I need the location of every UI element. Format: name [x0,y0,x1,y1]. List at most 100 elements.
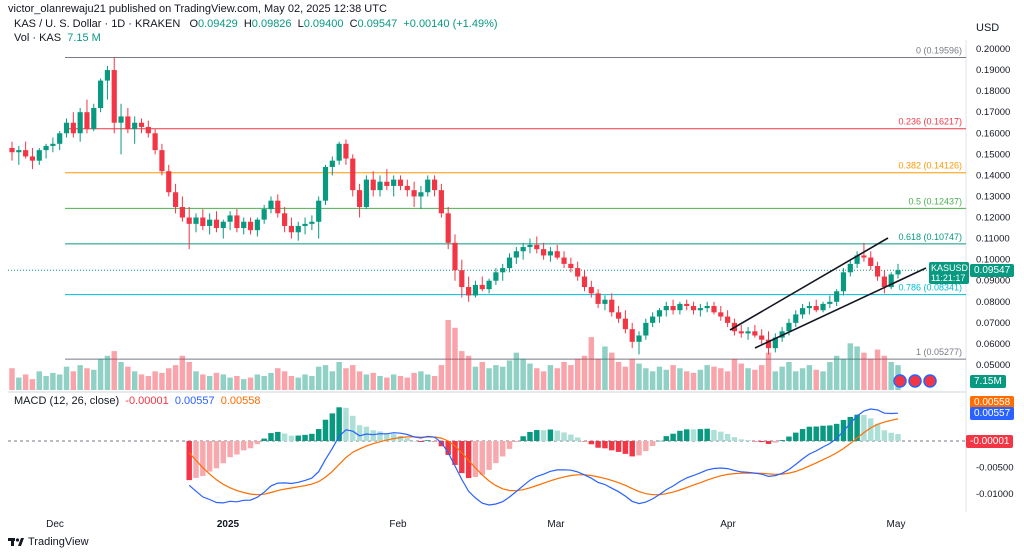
time-tick-label: Dec [46,519,64,530]
macd-histogram-bar [227,441,233,458]
candle-body [111,70,117,123]
high-label: H [243,18,252,30]
candle-body [541,249,547,256]
macd-histogram-bar [506,441,513,449]
candle-body [895,270,901,275]
volume-bar [595,358,601,390]
macd-tick-label: -0.01000 [976,489,1014,500]
candle-body [479,284,485,290]
volume-bar [683,371,690,390]
candle-body [650,316,656,323]
volume-bar [793,371,799,390]
candle-body [104,70,111,81]
macd-histogram-bar [752,441,758,442]
macd-line-value: 0.00557 [174,395,215,407]
macd-histogram-bar [459,441,465,474]
tradingview-footer[interactable]: TradingView [8,536,89,548]
candle-body [697,308,703,311]
volume-bar [329,371,336,390]
volume-bar [125,366,131,390]
macd-histogram-bar [656,440,663,442]
volume-bar [200,374,206,390]
volume-bar [547,365,554,390]
macd-histogram-bar [288,435,295,441]
volume-bar [29,379,36,390]
tag-countdown: 11:21:17 [931,273,966,283]
candle-body [145,126,151,134]
volume-label[interactable]: Vol · KAS [14,32,62,44]
candle-body [227,215,233,222]
volume-bars [9,320,901,390]
macd-histogram-bar [690,429,697,441]
macd-histogram-bar [534,430,540,441]
macd-label[interactable]: MACD (12, 26, close) [14,395,120,407]
channel-upper-line[interactable] [729,237,889,331]
candle-body [43,145,49,151]
macd-histogram-bar [670,433,676,441]
candle-body [213,219,220,229]
macd-histogram-bar [568,434,574,441]
volume-bar [63,366,70,390]
candle-body [786,322,792,332]
macd-histogram-bar [547,429,554,441]
candle-body [207,219,213,226]
candle-body [772,337,778,349]
price-tick-label: 0.06000 [976,339,1010,350]
macd-histogram-bar [636,441,642,456]
close-value: 0.09547 [357,18,398,30]
macd-hist-tag: -0.00001 [966,435,1014,448]
candle-body [554,251,560,258]
channel-lower-line[interactable] [754,267,927,349]
candle-body [309,221,315,224]
volume-bar [534,368,540,390]
volume-bar [881,355,888,390]
candle-body [241,221,247,229]
candle-body [854,255,860,264]
macd-histogram-bar [240,441,247,451]
volume-bar [56,374,63,390]
publisher-note: victor_olanrewaju21 published on Trading… [8,3,387,15]
macd-histogram-bar [322,419,329,441]
price-axis[interactable]: 0.20000 0.19000 0.18000 0.17000 0.16000 0.150… [976,44,1010,371]
macd-histogram-bar [718,431,724,441]
currency-label[interactable]: USD [976,22,1000,34]
macd-histogram-bar [370,430,376,441]
candle-body [813,306,819,311]
time-axis[interactable]: Dec 2025 Feb Mar Apr May [46,519,905,530]
macd-histogram-bar [268,433,274,441]
macd-line-tag: 0.00557 [970,407,1015,420]
candle-body [711,306,717,313]
candle-body [615,312,622,319]
fib-level-label: 0.382 (0.14126) [898,161,962,171]
us-flag-icon[interactable] [893,374,907,388]
volume-bar [234,376,240,390]
volume-bar [377,376,383,390]
event-flags[interactable] [893,374,937,388]
candle-body [132,122,138,130]
macd-histogram-bar [554,430,560,441]
macd-histogram-bar [895,434,901,441]
low-value: 0.09400 [303,18,344,30]
volume-bar [465,355,472,390]
ascending-channel[interactable] [729,237,927,349]
volume-bar [315,366,322,390]
us-flag-icon[interactable] [908,374,922,388]
candle-body [343,143,349,159]
volume-bar [690,372,697,390]
volume-bar [193,371,199,390]
candle-body [704,306,710,309]
close-label: C [349,18,358,30]
fibonacci-retracement[interactable]: 0 (0.19596) 0.236 (0.16217) 0.382 (0.14126… [8,46,966,360]
volume-bar [111,351,117,390]
candle-body [588,287,594,294]
symbol-name[interactable]: KAS / U. S. Dollar · 1D · KRAKEN [14,18,181,30]
us-flag-icon[interactable] [923,374,937,388]
volume-bar [9,368,15,390]
macd-pane[interactable] [8,407,966,506]
candle-body [622,318,628,330]
volume-bar [847,343,854,390]
volume-bar [786,362,792,390]
volume-bar [309,376,315,390]
candle-body [77,112,83,134]
